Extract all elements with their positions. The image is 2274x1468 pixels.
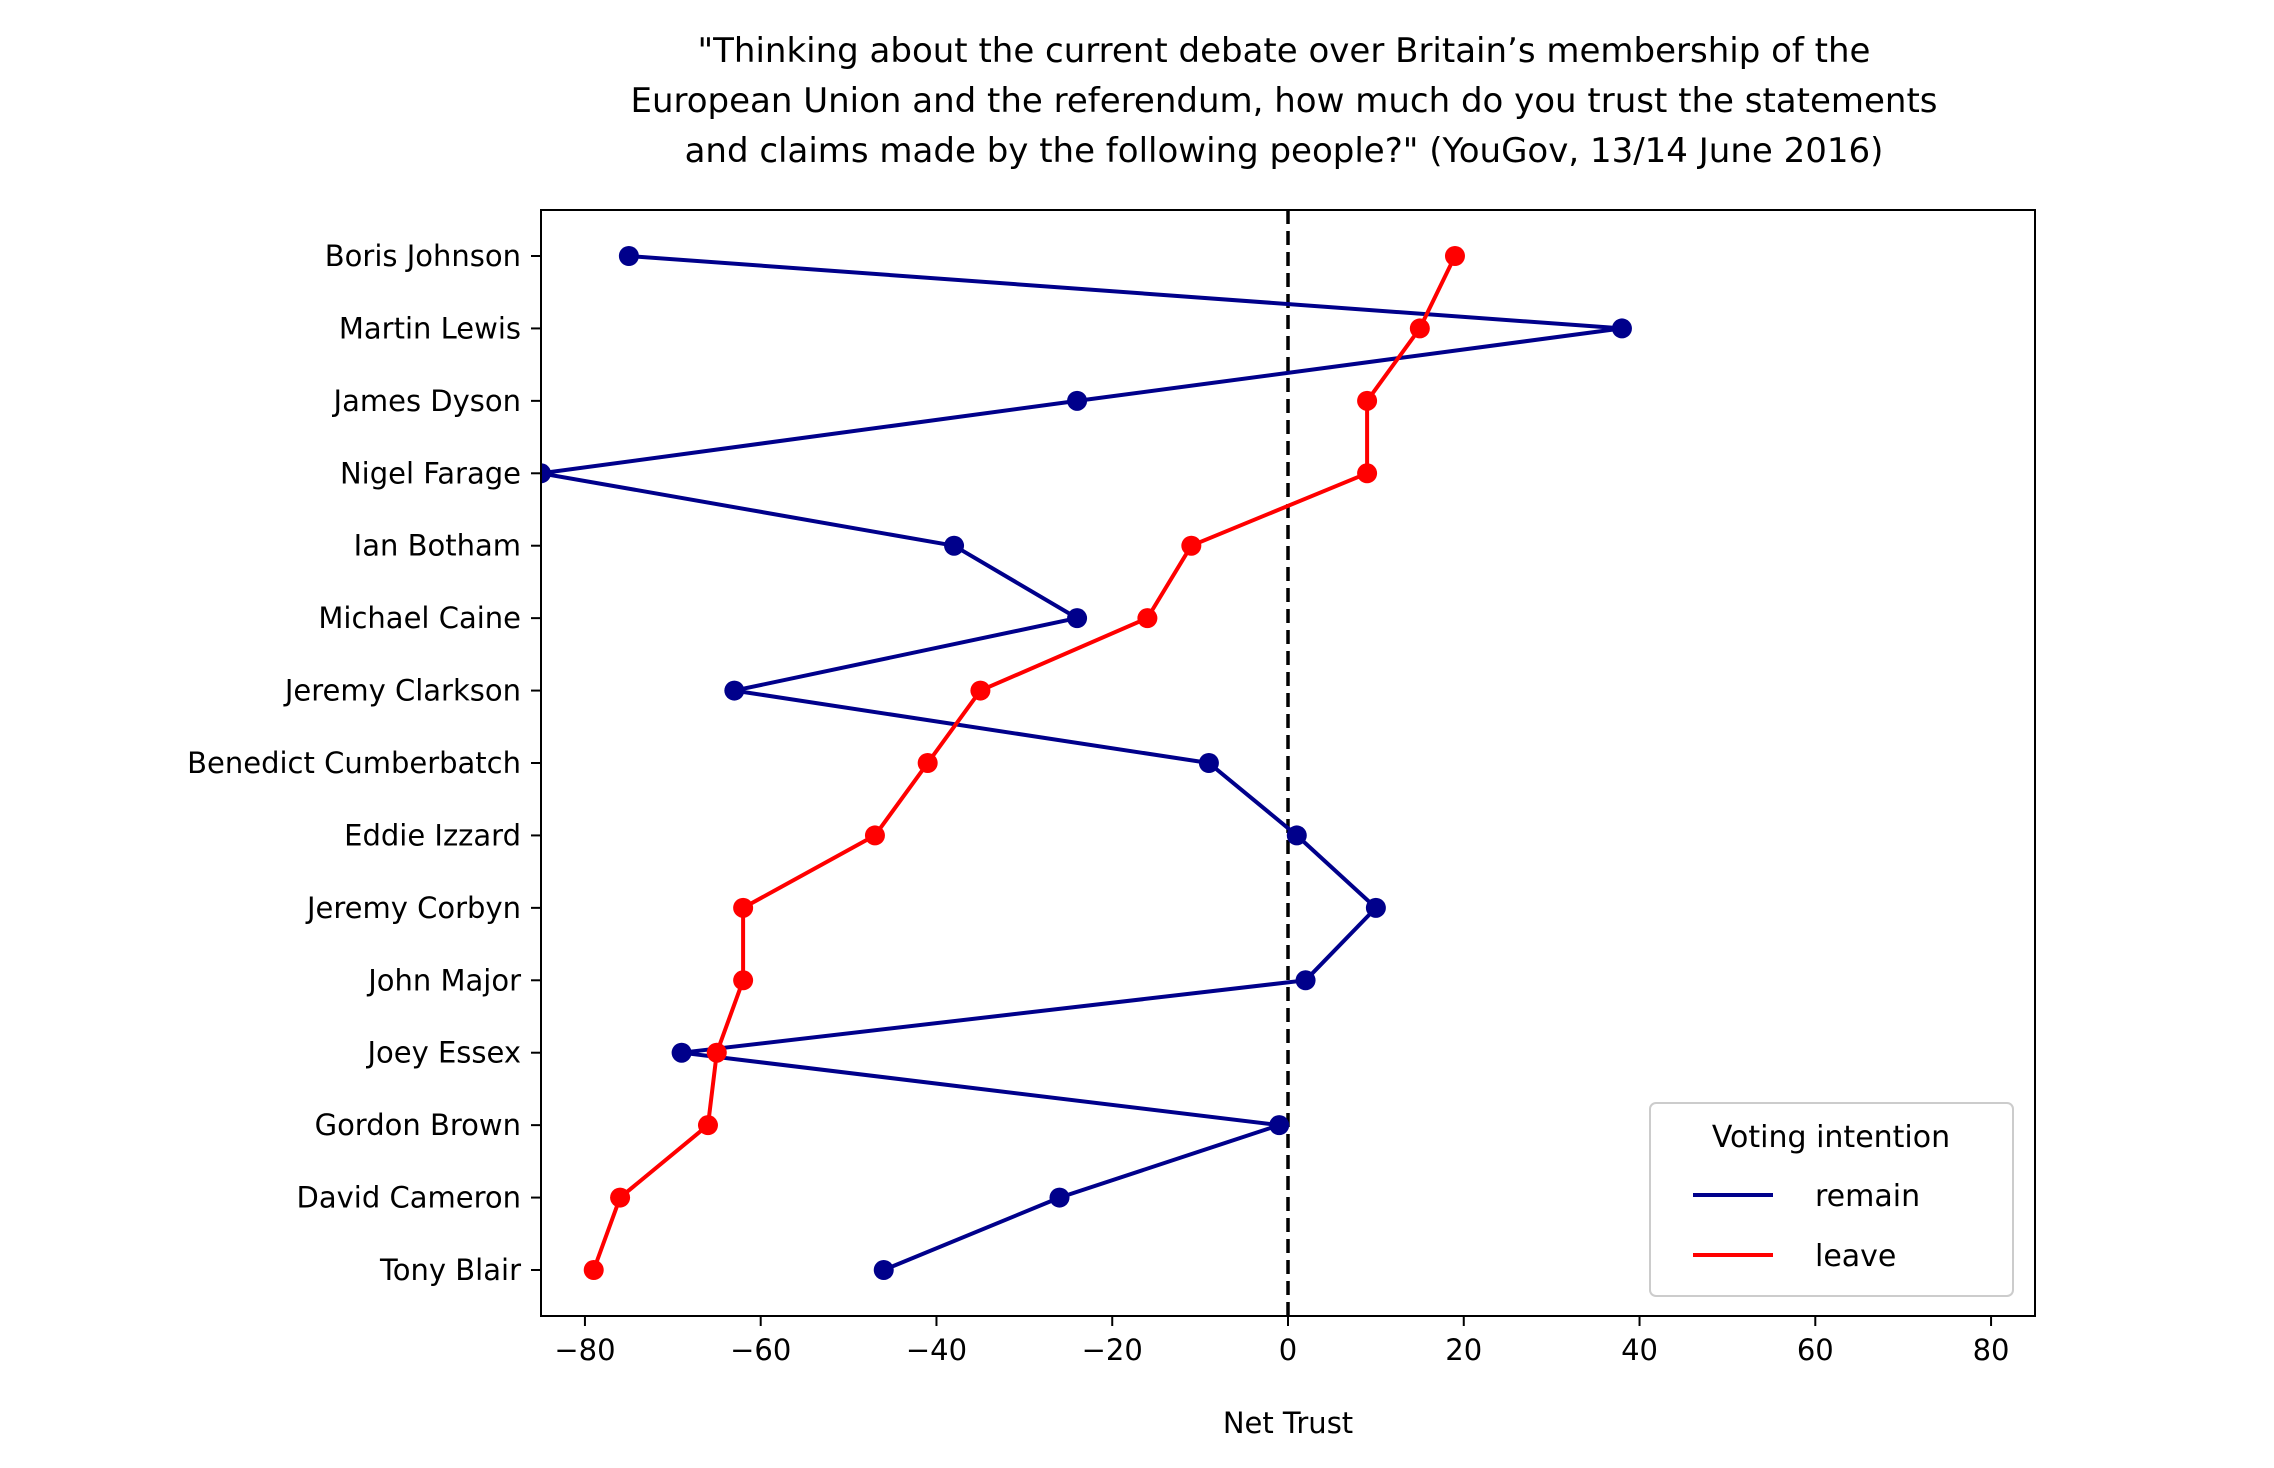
y-tick-label: Michael Caine <box>318 601 521 635</box>
data-point-remain <box>724 680 745 701</box>
data-point-leave <box>970 680 991 701</box>
data-point-leave <box>706 1042 727 1063</box>
y-tick-label: Jeremy Clarkson <box>283 674 521 708</box>
y-tick-label: Jeremy Corbyn <box>305 891 521 925</box>
y-tick-label: David Cameron <box>297 1181 521 1215</box>
data-point-leave <box>1181 535 1202 556</box>
legend-box <box>1649 1102 2014 1297</box>
data-point-remain <box>944 535 965 556</box>
legend-title: Voting intention <box>1712 1120 1950 1155</box>
legend-label-leave: leave <box>1815 1239 1896 1274</box>
data-point-leave <box>1409 318 1430 339</box>
data-point-remain <box>1365 897 1386 918</box>
y-tick-label: Tony Blair <box>379 1253 521 1287</box>
data-point-remain <box>541 463 551 484</box>
plot-area-frame <box>540 209 2036 1317</box>
data-point-remain <box>1067 608 1088 629</box>
y-tick-label: John Major <box>366 963 521 997</box>
data-point-remain <box>873 1260 894 1280</box>
x-axis: −80 −60 −40 −20 0 20 40 60 80 <box>554 1316 2010 1367</box>
data-point-remain <box>1198 753 1219 773</box>
data-point-leave <box>610 1187 631 1208</box>
data-point-leave <box>697 1115 718 1136</box>
data-point-leave <box>1357 463 1378 484</box>
y-tick-label: Joey Essex <box>365 1036 521 1070</box>
x-axis-label: Net Trust <box>1223 1406 1353 1440</box>
x-tick-label: 40 <box>1621 1333 1658 1367</box>
y-tick-label: Gordon Brown <box>315 1108 521 1142</box>
data-point-remain <box>1611 318 1632 339</box>
legend-label-remain: remain <box>1815 1179 1920 1214</box>
chart-title: "Thinking about the current debate over … <box>630 31 1937 171</box>
chart-title-line-3: and claims made by the following people?… <box>685 131 1884 171</box>
x-tick-label: 80 <box>1973 1333 2010 1367</box>
y-tick-label: Nigel Farage <box>340 456 521 490</box>
data-point-leave <box>1357 390 1378 411</box>
data-point-leave <box>1137 608 1158 629</box>
y-tick-label: Ian Botham <box>354 529 521 563</box>
legend: Voting intention remain leave <box>1649 1102 2014 1297</box>
chart-title-line-2: European Union and the referendum, how m… <box>630 81 1937 121</box>
x-tick-label: −80 <box>554 1333 615 1367</box>
data-point-remain <box>1295 970 1316 991</box>
x-tick-label: −20 <box>1082 1333 1143 1367</box>
data-point-remain <box>1269 1115 1290 1136</box>
data-point-leave <box>917 753 938 773</box>
data-point-remain <box>1067 390 1088 411</box>
data-point-leave <box>1444 246 1465 266</box>
chart-title-line-1: "Thinking about the current debate over … <box>698 31 1871 71</box>
data-point-remain <box>1049 1187 1070 1208</box>
data-point-leave <box>864 825 885 846</box>
data-point-remain <box>618 246 639 266</box>
y-tick-label: Martin Lewis <box>339 311 521 345</box>
y-tick-label: James Dyson <box>332 384 521 418</box>
data-point-leave <box>583 1260 604 1280</box>
y-axis: Boris Johnson Martin Lewis James Dyson Nige… <box>187 239 541 1287</box>
y-tick-label: Boris Johnson <box>325 239 521 273</box>
x-tick-label: 20 <box>1445 1333 1482 1367</box>
data-point-remain <box>1286 825 1307 846</box>
data-point-remain <box>671 1042 692 1063</box>
series-lines <box>541 246 1632 1280</box>
x-tick-label: 0 <box>1279 1333 1297 1367</box>
data-point-leave <box>733 897 754 918</box>
data-point-leave <box>733 970 754 991</box>
y-tick-label: Eddie Izzard <box>344 818 521 852</box>
x-tick-label: 60 <box>1797 1333 1834 1367</box>
y-tick-label: Benedict Cumberbatch <box>187 746 521 780</box>
x-tick-label: −60 <box>730 1333 791 1367</box>
x-tick-label: −40 <box>906 1333 967 1367</box>
